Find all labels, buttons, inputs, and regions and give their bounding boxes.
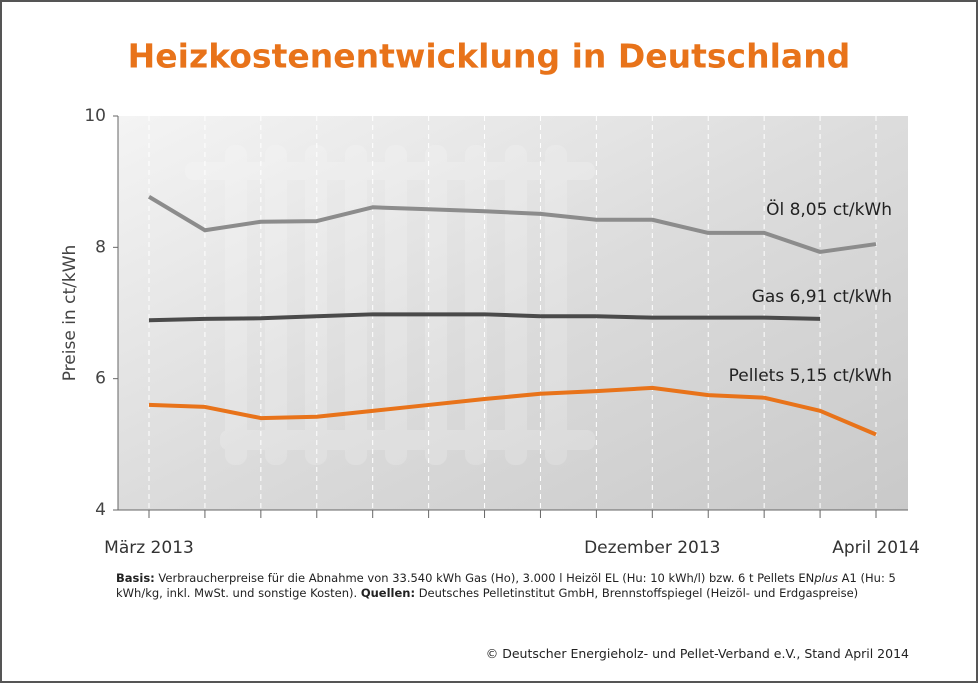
series-label: Pellets 5,15 ct/kWh	[729, 366, 892, 386]
footnote: Basis: Verbraucherpreise für die Abnahme…	[116, 571, 912, 601]
x-tick-label: März 2013	[104, 538, 194, 558]
footnote-part: Deutsches Pelletinstitut GmbH, Brennstof…	[415, 586, 858, 600]
series-label: Gas 6,91 ct/kWh	[752, 287, 892, 307]
y-axis-label: Preise in ct/kWh	[60, 245, 80, 382]
page: Heizkostenentwicklung in Deutschland Pre…	[0, 0, 979, 684]
y-tick-label: 8	[95, 237, 106, 257]
footnote-part: Quellen:	[361, 586, 415, 600]
y-tick-label: 10	[84, 106, 106, 126]
footnote-part: plus	[814, 571, 838, 585]
y-tick-label: 4	[95, 500, 106, 520]
series-label: Öl 8,05 ct/kWh	[766, 198, 892, 220]
footnote-part: Basis:	[116, 571, 155, 585]
footnote-part: Verbraucherpreise für die Abnahme von 33…	[155, 571, 814, 585]
x-tick-label: Dezember 2013	[584, 538, 720, 558]
y-tick-label: 6	[95, 369, 106, 389]
x-tick-label: April 2014	[832, 538, 920, 558]
copyright: © Deutscher Energieholz- und Pellet-Verb…	[486, 646, 909, 661]
chart-title: Heizkostenentwicklung in Deutschland	[128, 37, 851, 76]
